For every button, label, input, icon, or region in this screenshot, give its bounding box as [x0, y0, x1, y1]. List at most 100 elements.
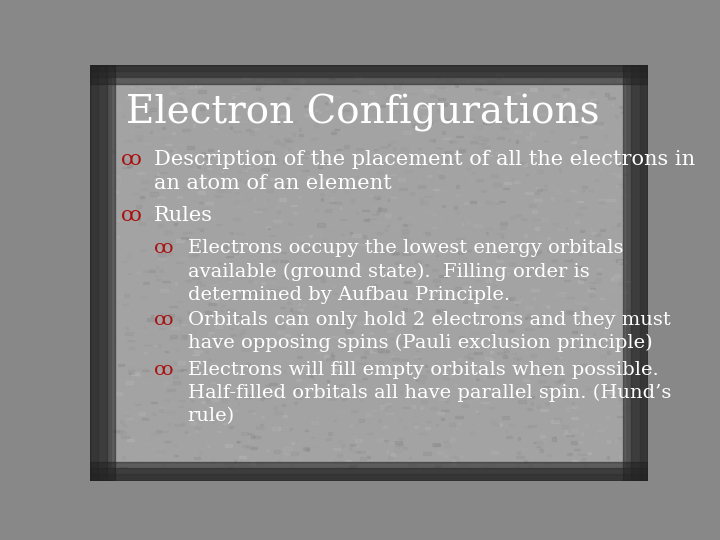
Bar: [597, 268, 602, 270]
Bar: [129, 372, 133, 374]
Bar: [242, 170, 247, 171]
Bar: [408, 399, 414, 402]
Bar: [157, 454, 161, 456]
Bar: [160, 186, 164, 187]
Bar: [544, 394, 552, 396]
Bar: [127, 130, 133, 131]
Bar: [471, 278, 474, 279]
Bar: [221, 432, 223, 433]
Bar: [136, 205, 140, 208]
Bar: [559, 107, 567, 108]
Bar: [462, 223, 464, 225]
Bar: [202, 339, 207, 341]
Bar: [445, 119, 449, 121]
Bar: [261, 168, 269, 171]
Bar: [425, 106, 431, 108]
Bar: [536, 250, 541, 253]
Bar: [565, 430, 567, 434]
Bar: [577, 368, 583, 369]
Bar: [300, 79, 305, 83]
Bar: [570, 190, 577, 191]
Bar: [265, 179, 267, 180]
Bar: [357, 400, 364, 401]
Bar: [381, 250, 385, 253]
Bar: [225, 296, 233, 298]
Bar: [206, 352, 208, 353]
Bar: [364, 350, 368, 354]
Bar: [481, 402, 489, 403]
Bar: [277, 460, 281, 462]
Text: Electron Configurations: Electron Configurations: [126, 94, 600, 132]
Bar: [376, 320, 382, 322]
Bar: [295, 388, 300, 390]
Bar: [219, 444, 225, 445]
Bar: [165, 399, 169, 401]
Bar: [384, 85, 386, 88]
Bar: [168, 338, 172, 340]
Bar: [516, 92, 520, 94]
Bar: [315, 209, 318, 211]
Bar: [315, 109, 318, 111]
Bar: [377, 370, 383, 372]
Bar: [377, 198, 379, 199]
Bar: [402, 270, 406, 273]
Bar: [150, 108, 156, 111]
Bar: [426, 122, 432, 124]
Bar: [585, 267, 590, 268]
Bar: [500, 349, 508, 351]
Bar: [566, 408, 569, 411]
Bar: [420, 452, 426, 454]
Bar: [402, 308, 408, 311]
Bar: [572, 331, 577, 333]
Bar: [436, 147, 444, 149]
Bar: [180, 256, 188, 260]
Bar: [292, 133, 295, 136]
Bar: [309, 235, 312, 237]
Bar: [616, 383, 618, 384]
Bar: [262, 106, 267, 107]
Bar: [448, 86, 451, 87]
Bar: [452, 461, 456, 464]
Bar: [387, 97, 393, 99]
Bar: [143, 111, 151, 112]
Bar: [271, 259, 278, 261]
Bar: [506, 436, 512, 438]
Bar: [215, 224, 221, 225]
Bar: [379, 105, 385, 107]
Bar: [377, 171, 382, 174]
Bar: [515, 464, 519, 467]
Bar: [402, 322, 406, 323]
Bar: [594, 341, 602, 342]
Bar: [639, 65, 648, 481]
Bar: [476, 379, 480, 380]
Bar: [490, 351, 493, 354]
Bar: [516, 456, 524, 458]
Bar: [241, 330, 245, 333]
Bar: [462, 171, 469, 173]
Bar: [458, 185, 466, 188]
Bar: [550, 130, 553, 132]
Bar: [281, 452, 287, 454]
Bar: [583, 307, 587, 309]
Bar: [547, 333, 550, 336]
Bar: [364, 378, 367, 379]
Bar: [405, 123, 410, 124]
Bar: [207, 168, 210, 169]
Bar: [128, 340, 135, 341]
Bar: [360, 266, 362, 268]
Bar: [181, 324, 186, 325]
Bar: [625, 149, 633, 151]
Bar: [478, 137, 482, 140]
Bar: [314, 339, 322, 341]
Bar: [483, 376, 486, 379]
Bar: [116, 296, 123, 297]
Bar: [195, 261, 202, 265]
Bar: [418, 97, 420, 99]
Bar: [269, 135, 272, 137]
Bar: [163, 137, 164, 139]
Bar: [294, 402, 297, 404]
Bar: [356, 78, 363, 82]
Bar: [359, 244, 366, 245]
Bar: [581, 432, 583, 435]
Bar: [478, 79, 485, 81]
